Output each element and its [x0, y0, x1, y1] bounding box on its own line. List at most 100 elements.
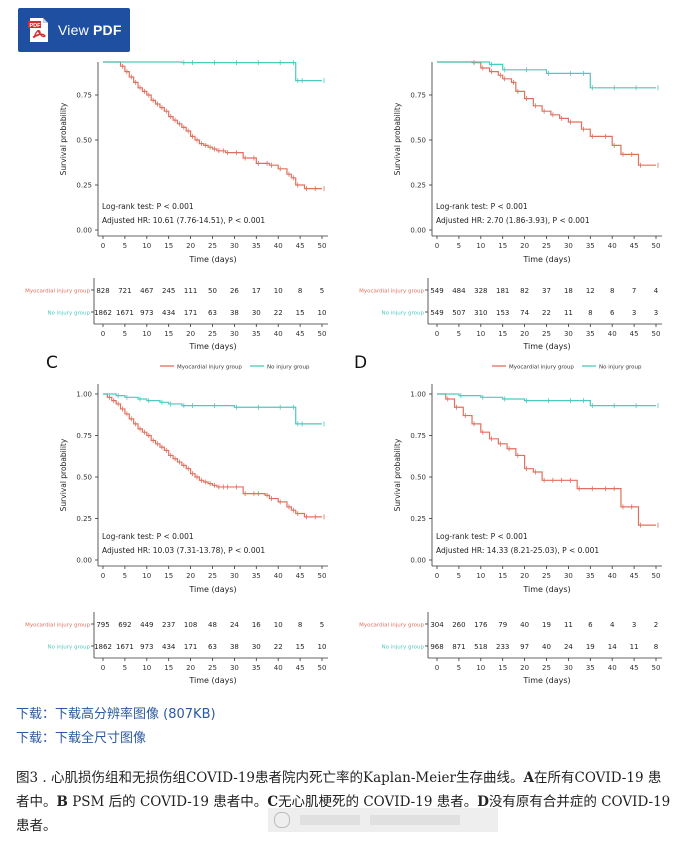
survival-curve: [437, 61, 656, 166]
risk-x-tick-label: 45: [630, 664, 639, 672]
x-axis-label: Time (days): [188, 255, 236, 264]
y-tick-label: 1.00: [76, 391, 92, 399]
risk-row-label: No injury group: [48, 645, 91, 651]
risk-x-tick-label: 0: [101, 330, 105, 338]
y-tick-label: 0.75: [76, 92, 92, 100]
risk-x-tick-label: 50: [318, 330, 327, 338]
risk-x-tick-label: 15: [498, 330, 507, 338]
risk-value: 38: [230, 309, 239, 317]
risk-x-tick-label: 0: [435, 330, 439, 338]
y-tick-label: 0.00: [410, 557, 426, 565]
risk-value: 22: [542, 309, 551, 317]
risk-x-tick-label: 5: [123, 330, 127, 338]
x-tick-label: 50: [318, 572, 327, 580]
annotation: Adjusted HR: 2.70 (1.86-3.93), P < 0.001: [436, 216, 590, 225]
legend-label: Myocardial injury group: [177, 365, 242, 371]
panel-letter: C: [46, 353, 58, 373]
risk-x-axis-label: Time (days): [522, 342, 570, 351]
view-pdf-label: View PDF: [58, 22, 122, 38]
survival-curve: [437, 61, 656, 89]
x-tick-label: 25: [208, 572, 217, 580]
y-axis-label: Survival probability: [393, 102, 402, 175]
x-tick-label: 5: [457, 242, 461, 250]
x-tick-label: 20: [186, 242, 195, 250]
caption-label-a: A: [523, 770, 534, 786]
risk-value: 8: [298, 621, 302, 629]
x-tick-label: 40: [608, 572, 617, 580]
download-hi-res-link[interactable]: 下载高分辨率图像: [55, 707, 160, 722]
risk-x-tick-label: 5: [457, 664, 461, 672]
x-tick-label: 0: [435, 572, 439, 580]
risk-value: 8: [610, 287, 614, 295]
view-pdf-button[interactable]: PDF View PDF: [18, 8, 130, 52]
x-tick-label: 10: [476, 572, 485, 580]
risk-value: 24: [564, 643, 573, 651]
risk-x-tick-label: 35: [586, 664, 595, 672]
risk-x-tick-label: 50: [652, 330, 661, 338]
caption-label-d: D: [477, 794, 489, 810]
risk-x-tick-label: 20: [186, 330, 195, 338]
risk-value: 467: [140, 287, 153, 295]
risk-value: 1862: [94, 643, 112, 651]
x-tick-label: 35: [252, 242, 261, 250]
risk-row-label: No injury group: [48, 311, 91, 317]
risk-value: 11: [564, 309, 573, 317]
risk-x-tick-label: 10: [476, 330, 485, 338]
caption-text-c: 无心肌梗死的 COVID-19 患者。: [278, 794, 478, 810]
risk-value: 310: [474, 309, 487, 317]
y-axis-label: Survival probability: [59, 102, 68, 175]
risk-value: 17: [252, 287, 261, 295]
watermark-overlay: [268, 808, 498, 832]
x-tick-label: 45: [630, 572, 639, 580]
risk-value: 484: [452, 287, 466, 295]
risk-x-tick-label: 30: [564, 664, 573, 672]
y-tick-label: 0.50: [410, 474, 426, 482]
risk-value: 40: [542, 643, 551, 651]
risk-value: 11: [630, 643, 639, 651]
caption-text-d: 没有原有合并症的 COVID-19 患者。: [16, 794, 671, 834]
risk-x-tick-label: 50: [318, 664, 327, 672]
risk-value: 63: [208, 643, 217, 651]
risk-value: 233: [496, 643, 509, 651]
risk-value: 12: [586, 287, 595, 295]
risk-value: 10: [318, 309, 327, 317]
risk-value: 4: [610, 621, 615, 629]
risk-value: 15: [296, 643, 305, 651]
x-axis-label: Time (days): [522, 255, 570, 264]
figure-caption: 图3 . 心肌损伤组和无损伤组COVID-19患者院内死亡率的Kaplan-Me…: [16, 766, 672, 838]
risk-x-tick-label: 45: [296, 664, 305, 672]
y-tick-label: 0.25: [410, 182, 426, 190]
caption-title: 图3 . 心肌损伤组和无损伤组COVID-19患者院内死亡率的Kaplan-Me…: [16, 770, 524, 786]
risk-value: 10: [318, 643, 327, 651]
risk-value: 79: [498, 621, 507, 629]
risk-value: 10: [274, 621, 283, 629]
pdf-file-icon: PDF: [28, 18, 48, 42]
risk-value: 22: [274, 309, 283, 317]
risk-value: 4: [654, 287, 659, 295]
risk-value: 82: [520, 287, 529, 295]
x-tick-label: 10: [142, 242, 151, 250]
x-tick-label: 5: [123, 242, 127, 250]
risk-value: 721: [118, 287, 131, 295]
risk-x-tick-label: 40: [274, 330, 283, 338]
risk-x-tick-label: 25: [542, 330, 551, 338]
risk-value: 828: [96, 287, 109, 295]
x-tick-label: 10: [142, 572, 151, 580]
x-tick-label: 40: [274, 242, 283, 250]
risk-value: 171: [184, 309, 197, 317]
risk-row-label: No injury group: [382, 311, 425, 317]
watermark-logo-icon: [274, 812, 290, 828]
x-tick-label: 30: [564, 242, 573, 250]
risk-value: 11: [564, 621, 573, 629]
risk-value: 19: [586, 643, 595, 651]
x-tick-label: 15: [164, 242, 173, 250]
risk-x-tick-label: 5: [457, 330, 461, 338]
x-tick-label: 0: [101, 242, 105, 250]
x-tick-label: 50: [652, 572, 661, 580]
download-full-size-link[interactable]: 下载全尺寸图像: [55, 731, 147, 746]
risk-x-tick-label: 0: [435, 664, 439, 672]
download-links: 下载：下载高分辨率图像 (807KB) 下载：下载全尺寸图像: [16, 703, 216, 751]
risk-x-tick-label: 30: [230, 664, 239, 672]
y-tick-label: 0.00: [410, 227, 426, 235]
risk-x-tick-label: 10: [476, 664, 485, 672]
